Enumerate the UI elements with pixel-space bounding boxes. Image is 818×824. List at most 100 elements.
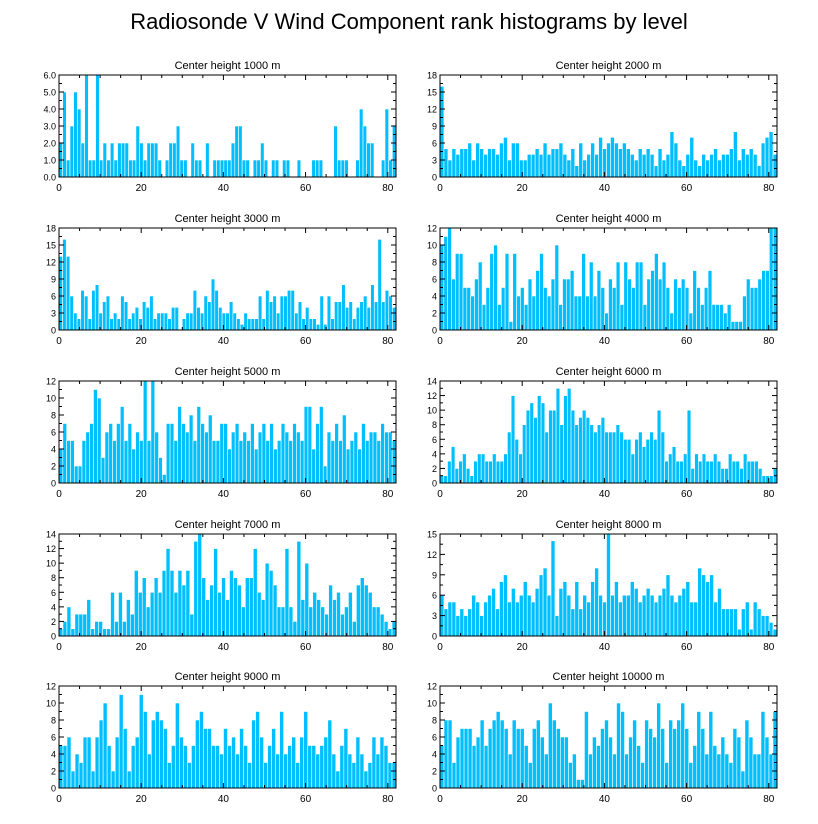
histogram-bar — [689, 137, 695, 178]
histogram-bar — [360, 577, 365, 637]
histogram-bar — [633, 588, 639, 637]
y-tick-label: 15 — [46, 241, 56, 251]
histogram-bar — [491, 588, 496, 637]
y-tick-label: 12 — [46, 258, 56, 268]
histogram-bar — [299, 736, 305, 789]
histogram-bar — [665, 574, 671, 637]
y-tick-label: 14 — [46, 530, 56, 540]
histogram-bar — [62, 239, 67, 331]
histogram-bar — [185, 312, 190, 331]
histogram-bar — [473, 460, 478, 484]
y-tick-label: 4 — [51, 602, 56, 612]
histogram-bar — [654, 253, 659, 331]
histogram-bar — [526, 594, 532, 637]
x-tick-label: 20 — [517, 642, 529, 653]
histogram-bar — [531, 295, 537, 331]
histogram-bar — [135, 431, 140, 484]
histogram-bar — [480, 453, 486, 484]
histogram-bar — [626, 594, 631, 637]
histogram-bar — [349, 440, 355, 484]
histogram-bar — [630, 581, 635, 637]
histogram-bar — [454, 468, 460, 484]
histogram-bar — [450, 446, 456, 484]
histogram-bar — [598, 137, 603, 178]
histogram-bar — [211, 440, 217, 484]
histogram-bar — [653, 438, 658, 484]
histogram-bar — [499, 719, 505, 789]
histogram-bar — [327, 719, 333, 789]
histogram-bar — [365, 440, 370, 484]
histogram-bar — [447, 601, 453, 637]
histogram-bar — [511, 719, 517, 789]
histogram-bar — [696, 711, 702, 789]
histogram-bar — [673, 601, 679, 637]
histogram-bar — [146, 440, 152, 484]
histogram-bar — [681, 165, 687, 178]
x-tick-label: 20 — [517, 489, 529, 500]
histogram-bar — [383, 745, 389, 789]
y-tick-label: 6 — [432, 733, 437, 743]
histogram-bar — [123, 301, 129, 331]
histogram-bar — [150, 380, 156, 484]
histogram-bar — [273, 448, 278, 484]
histogram-bar — [204, 431, 209, 484]
histogram-bar — [100, 457, 106, 484]
histogram-bar — [705, 460, 710, 484]
histogram-bar — [523, 745, 529, 789]
histogram-bar — [696, 287, 701, 331]
histogram-bar — [750, 460, 755, 484]
histogram-bar — [127, 423, 133, 484]
histogram-bar — [259, 736, 264, 789]
histogram-bar — [342, 414, 347, 484]
x-tick-label: 20 — [517, 336, 529, 347]
y-tick-label: 3 — [432, 611, 437, 621]
histogram-bar — [673, 278, 678, 331]
histogram-bar — [604, 719, 609, 789]
histogram-bar — [126, 599, 131, 637]
histogram-bar — [530, 601, 536, 637]
histogram-bar — [596, 424, 602, 484]
histogram-bar — [487, 148, 492, 178]
histogram-bar — [563, 395, 568, 484]
histogram-panel: 0 3 6 9 12 15 0 20 40 60 80 Center height 8000 m — [427, 519, 778, 653]
histogram-bar — [756, 753, 762, 789]
histogram-bar — [721, 608, 726, 637]
histogram-bar — [459, 148, 465, 178]
histogram-bar — [717, 588, 722, 637]
histogram-bar — [641, 446, 647, 484]
histogram-bar — [604, 431, 609, 484]
histogram-bar — [175, 702, 180, 789]
histogram-bar — [578, 608, 584, 637]
histogram-bar — [649, 154, 655, 178]
histogram-bar — [230, 142, 236, 178]
histogram-bar — [527, 762, 533, 789]
histogram-bar — [533, 417, 538, 484]
histogram-bar — [303, 711, 309, 789]
histogram-bar — [194, 159, 199, 178]
histogram-bar — [447, 159, 453, 178]
histogram-bar — [74, 753, 80, 789]
histogram-bar — [569, 270, 575, 331]
histogram-bar — [146, 142, 151, 178]
histogram-bar — [292, 423, 297, 484]
y-tick-label: 12 — [427, 391, 437, 401]
histogram-bar — [550, 540, 556, 637]
histogram-bar — [146, 753, 152, 789]
histogram-bar — [171, 745, 176, 789]
histogram-bar — [337, 301, 342, 331]
histogram-bar — [237, 584, 242, 637]
histogram-bar — [481, 304, 487, 331]
histogram-bar — [675, 460, 680, 484]
histogram-bar — [615, 424, 621, 484]
histogram-bar — [520, 287, 525, 331]
histogram-bar — [612, 287, 617, 331]
figure-title: Radiosonde V Wind Component rank histogr… — [130, 9, 688, 34]
x-tick-label: 40 — [599, 489, 611, 500]
histogram-bar — [748, 148, 754, 178]
histogram-bar — [635, 261, 640, 331]
histogram-bar — [162, 474, 167, 484]
histogram-bar — [334, 301, 339, 331]
histogram-bar — [126, 770, 132, 789]
histogram-bar — [324, 613, 329, 637]
histogram-bar — [213, 548, 218, 637]
